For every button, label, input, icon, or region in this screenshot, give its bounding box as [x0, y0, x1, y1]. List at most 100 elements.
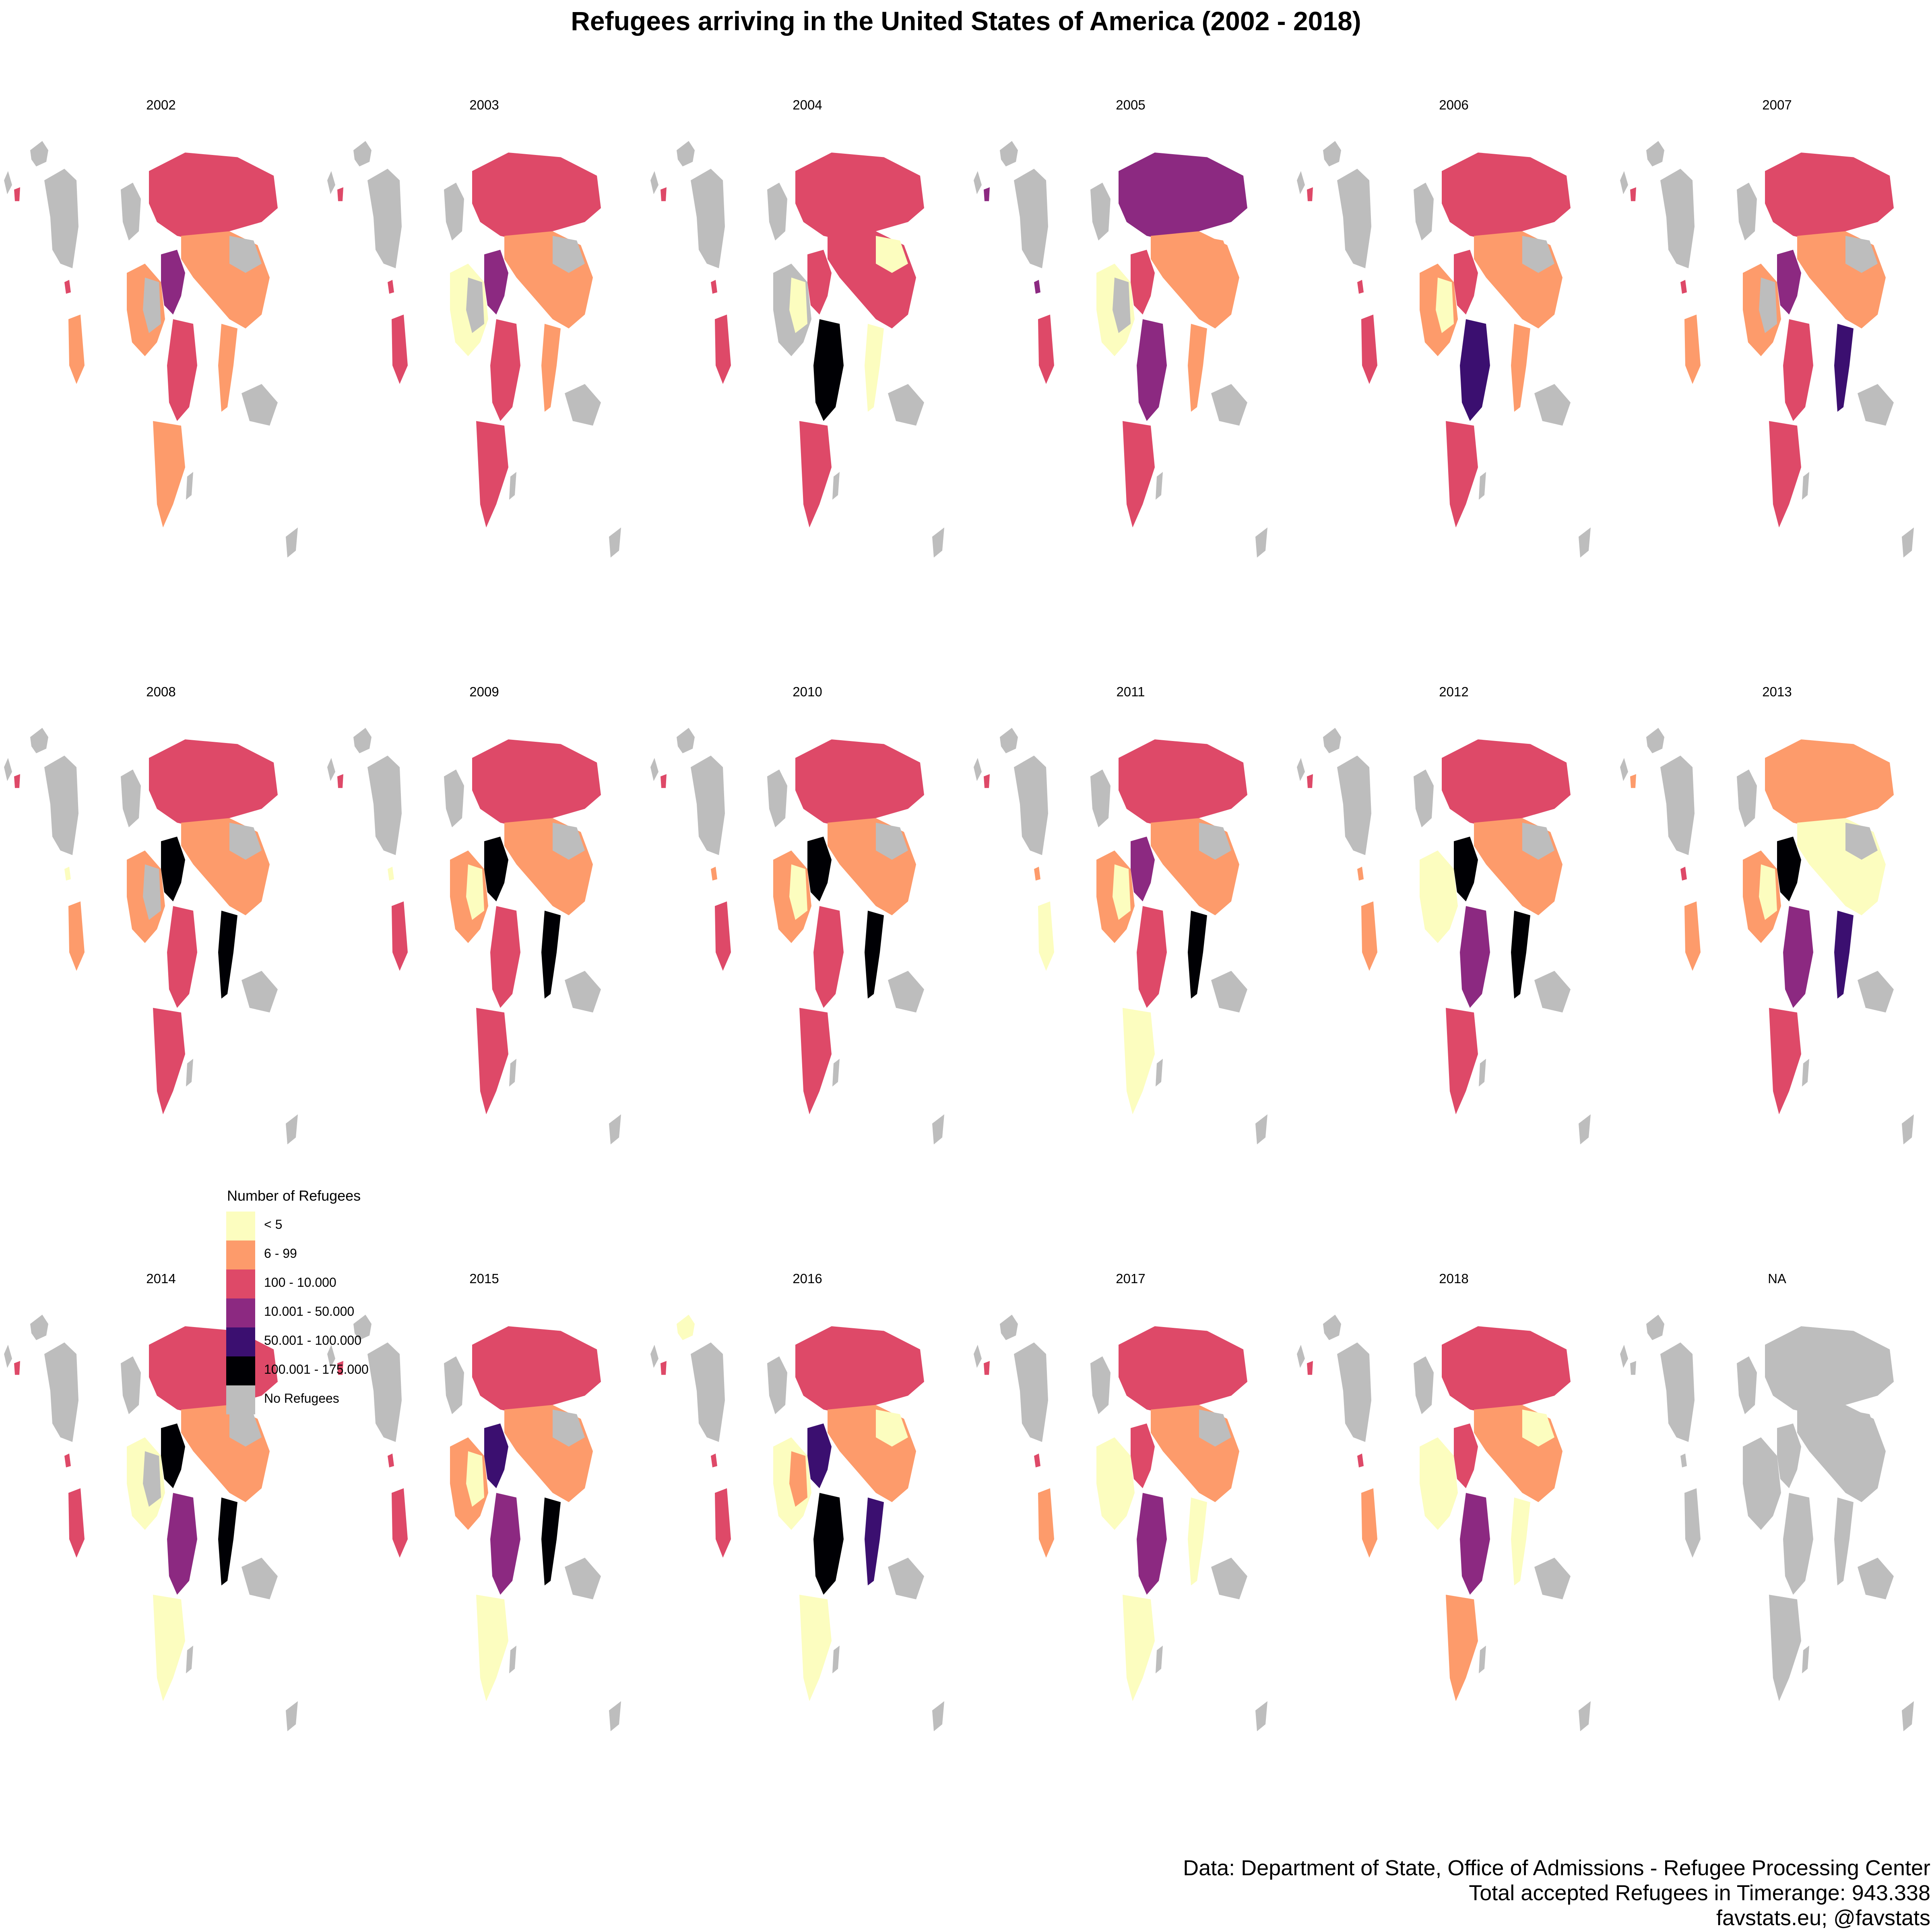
region-china: [876, 1410, 908, 1447]
region-cuba: [1034, 1453, 1040, 1468]
world-map: [4, 141, 298, 558]
region-alaska: [4, 758, 12, 781]
region-seAsia: [1188, 910, 1207, 999]
region-europe: [121, 769, 141, 828]
region-china: [876, 823, 908, 860]
region-greenland: [1646, 141, 1664, 167]
region-mideast: [484, 836, 508, 902]
region-mideast: [807, 1423, 832, 1488]
region-seAsia: [1188, 1497, 1207, 1585]
region-southAf: [153, 421, 185, 528]
region-america: [1337, 169, 1371, 268]
region-mideast: [1454, 1423, 1478, 1488]
region-cuba: [64, 867, 71, 881]
region-seAsia: [218, 910, 237, 999]
region-eastAf: [1460, 1493, 1490, 1595]
map-panel: 2013: [1616, 587, 1932, 1174]
region-china: [1199, 823, 1231, 860]
map-panel: 2015: [323, 1174, 645, 1761]
region-southAf: [476, 1008, 508, 1115]
panel-year-label: 2004: [793, 97, 822, 112]
region-eastAf: [813, 319, 844, 421]
panel-year-label: 2009: [469, 684, 499, 699]
region-island: [1630, 774, 1636, 788]
region-mideast: [1131, 836, 1155, 902]
region-southAf: [1123, 1008, 1155, 1115]
region-madagascar: [1156, 472, 1163, 500]
panel-year-label: 2012: [1439, 684, 1469, 699]
region-indo: [888, 1558, 924, 1600]
region-sahel: [466, 1451, 484, 1507]
region-seAsia: [1511, 1497, 1530, 1585]
region-cuba: [711, 1453, 717, 1468]
region-madagascar: [509, 1645, 516, 1674]
world-map: [1620, 1315, 1914, 1732]
world-map: [1297, 728, 1591, 1145]
region-america: [44, 1342, 78, 1442]
region-europe: [1414, 1356, 1434, 1414]
world-map: [974, 728, 1267, 1145]
region-cuba: [1680, 1453, 1687, 1468]
region-europe: [1414, 182, 1434, 241]
panel-year-label: 2016: [793, 1271, 822, 1286]
region-europe: [1090, 182, 1110, 241]
region-mideast: [807, 836, 832, 902]
region-rus: [472, 1326, 601, 1414]
legend-item: 6 - 99: [226, 1241, 395, 1269]
region-greenland: [30, 728, 48, 753]
region-greenland: [1323, 728, 1341, 753]
region-colombia: [68, 1488, 85, 1558]
region-colombia: [715, 901, 731, 971]
region-seAsia: [1188, 324, 1207, 412]
region-sahel: [789, 277, 807, 333]
map-panel: 2006: [1293, 0, 1615, 588]
region-eastAf: [1783, 319, 1813, 421]
region-sahel: [1436, 1451, 1454, 1507]
region-alaska: [4, 171, 12, 194]
region-southAf: [476, 421, 508, 528]
region-island: [984, 187, 990, 201]
region-europe: [767, 1356, 787, 1414]
legend-label: No Refugees: [264, 1391, 339, 1406]
region-mideast: [484, 250, 508, 315]
region-southAf: [1769, 1008, 1801, 1115]
region-rus: [795, 153, 924, 241]
region-eastAf: [1137, 906, 1167, 1008]
region-cuba: [1357, 867, 1364, 881]
region-indo: [565, 384, 601, 426]
region-eastAf: [1460, 319, 1490, 421]
world-map: [650, 728, 944, 1145]
region-madagascar: [1479, 1645, 1486, 1674]
region-america: [691, 755, 725, 855]
region-sahel: [1759, 1451, 1777, 1507]
world-map: [650, 141, 944, 558]
region-greenland: [30, 141, 48, 167]
region-greenland: [1323, 141, 1341, 167]
world-map: [327, 141, 621, 558]
world-map: [327, 728, 621, 1145]
region-indo: [1211, 971, 1247, 1013]
map-panel: 2004: [646, 0, 968, 588]
map-panel: 2008: [0, 587, 322, 1174]
region-island: [1630, 1361, 1636, 1375]
region-madagascar: [1802, 1059, 1809, 1087]
region-colombia: [1361, 1488, 1377, 1558]
region-indo: [888, 384, 924, 426]
region-rus: [1119, 153, 1247, 241]
region-nz: [1255, 527, 1267, 558]
region-cuba: [711, 280, 717, 294]
region-europe: [121, 1356, 141, 1414]
region-colombia: [1684, 901, 1701, 971]
region-island: [14, 1361, 20, 1375]
region-seAsia: [541, 910, 561, 999]
region-china: [1199, 1410, 1231, 1447]
region-america: [691, 169, 725, 268]
region-eastAf: [1783, 1493, 1813, 1595]
region-china: [1845, 236, 1878, 273]
region-nz: [1579, 527, 1591, 558]
region-greenland: [1000, 1315, 1018, 1340]
map-panel: 2010: [646, 587, 968, 1174]
legend-label: 100.001 - 175.000: [264, 1362, 369, 1377]
region-eastAf: [167, 1493, 197, 1595]
region-china: [876, 236, 908, 273]
